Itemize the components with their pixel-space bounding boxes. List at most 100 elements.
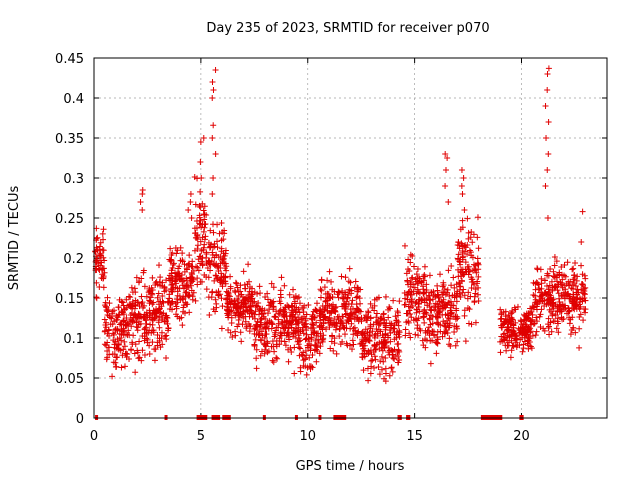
data-point [338, 273, 345, 280]
data-point [257, 352, 264, 359]
data-point [469, 267, 476, 274]
data-point [463, 268, 470, 275]
data-point [225, 304, 232, 311]
data-point [510, 330, 517, 337]
y-tick-label: 0.25 [55, 212, 84, 227]
data-point [553, 325, 560, 332]
data-point [263, 338, 270, 345]
data-point [445, 199, 452, 205]
data-point [342, 274, 349, 281]
data-point [561, 295, 568, 302]
data-point [143, 293, 150, 300]
data-point [475, 273, 482, 280]
data-point [183, 289, 190, 296]
data-point [349, 346, 356, 353]
data-point [162, 333, 169, 340]
data-point [405, 281, 412, 288]
data-point [98, 266, 105, 273]
data-point [519, 348, 526, 355]
data-point [353, 294, 360, 301]
data-point [96, 243, 103, 250]
data-point [548, 328, 555, 335]
data-point [164, 315, 171, 322]
data-point [123, 322, 130, 329]
data-point [579, 208, 586, 215]
data-point [345, 300, 352, 307]
data-point [185, 260, 192, 267]
data-point [172, 277, 179, 284]
data-point [275, 324, 282, 331]
data-point [446, 335, 453, 342]
data-point [302, 315, 309, 322]
data-point [474, 214, 481, 221]
data-point [390, 297, 397, 304]
data-point [371, 364, 378, 371]
data-point [160, 310, 167, 317]
data-point [208, 258, 215, 265]
data-point [128, 346, 135, 353]
data-point [474, 260, 481, 267]
data-point [570, 291, 577, 298]
data-point [128, 303, 135, 310]
data-point [179, 258, 186, 265]
data-point [497, 316, 504, 323]
data-point [333, 303, 340, 310]
data-point [402, 332, 409, 339]
data-point [581, 290, 588, 297]
data-point [193, 218, 200, 225]
data-point [136, 338, 143, 345]
data-point [385, 334, 392, 341]
data-point [169, 298, 176, 305]
data-point [322, 315, 329, 322]
data-point [258, 310, 265, 317]
data-point [271, 313, 278, 320]
data-point [544, 71, 551, 77]
data-point [128, 317, 135, 324]
data-point [453, 307, 460, 314]
data-point [110, 330, 117, 337]
data-point [414, 275, 421, 282]
data-point [115, 346, 122, 353]
data-point [288, 302, 295, 309]
data-point [251, 311, 258, 318]
data-point [545, 151, 552, 157]
data-point [367, 300, 374, 307]
data-point [454, 313, 461, 320]
data-point [337, 317, 344, 324]
data-point [277, 329, 284, 336]
data-point [96, 252, 103, 259]
data-point [210, 221, 217, 228]
data-point [350, 331, 357, 338]
data-point [304, 364, 311, 371]
data-point [401, 301, 408, 308]
data-point [403, 319, 410, 326]
data-point [137, 199, 144, 205]
data-point [355, 285, 362, 292]
data-point [327, 345, 334, 352]
data-point [434, 339, 441, 346]
data-point [564, 259, 571, 266]
data-point [302, 348, 309, 355]
data-point [379, 347, 386, 354]
data-point [268, 320, 275, 327]
data-point [123, 315, 130, 322]
data-point [454, 255, 461, 262]
data-point [214, 238, 221, 245]
data-point [130, 332, 137, 339]
data-point [425, 324, 432, 331]
data-point [318, 308, 325, 315]
data-point [549, 287, 556, 294]
data-point [156, 324, 163, 331]
data-point [264, 310, 271, 317]
data-point [444, 320, 451, 327]
data-point [239, 294, 246, 301]
data-point [154, 331, 161, 338]
data-point [253, 321, 260, 328]
data-point [579, 295, 586, 302]
data-point [322, 297, 329, 304]
data-point [326, 295, 333, 302]
data-point [294, 338, 301, 345]
data-point [578, 239, 585, 245]
data-point [218, 325, 225, 332]
